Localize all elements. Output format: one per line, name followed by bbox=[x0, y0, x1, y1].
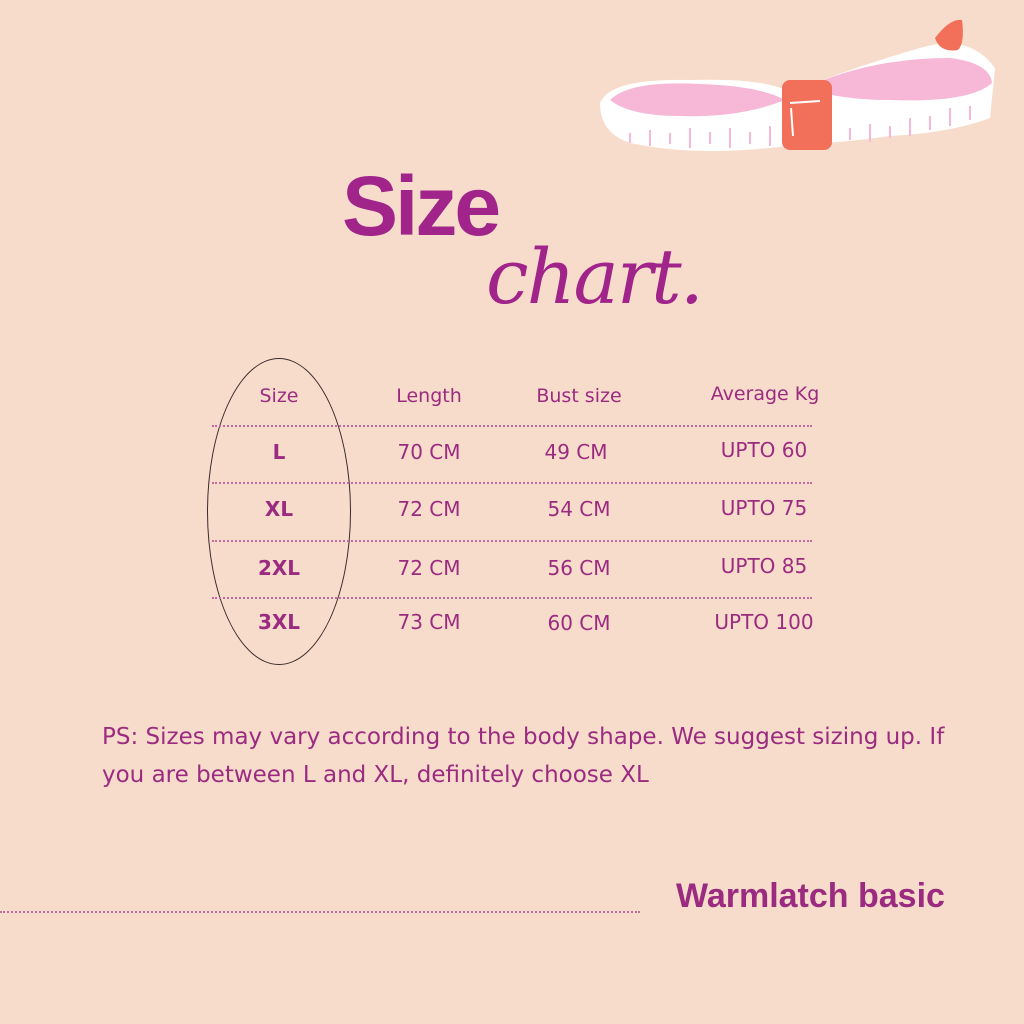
sizing-note: PS: Sizes may vary according to the body… bbox=[102, 724, 945, 788]
footer-divider bbox=[0, 911, 640, 913]
cell-size: L bbox=[272, 440, 286, 464]
cell-bust: 56 CM bbox=[547, 556, 611, 580]
header-size: Size bbox=[259, 385, 299, 407]
cell-size: 2XL bbox=[257, 556, 301, 580]
cell-length: 72 CM bbox=[397, 556, 461, 580]
cell-size: XL bbox=[264, 497, 294, 521]
row-divider bbox=[212, 597, 812, 599]
cell-length: 70 CM bbox=[397, 440, 461, 464]
header-bust-size: Bust size bbox=[536, 385, 622, 407]
cell-bust: 60 CM bbox=[547, 611, 611, 635]
title-size: Size bbox=[342, 159, 501, 253]
cell-bust: 54 CM bbox=[547, 497, 611, 521]
brand-name: Warmlatch basic bbox=[676, 877, 945, 915]
header-length: Length bbox=[396, 385, 462, 407]
cell-bust: 49 CM bbox=[544, 440, 608, 464]
cell-length: 73 CM bbox=[397, 610, 461, 634]
cell-kg: UPTO 100 bbox=[714, 610, 814, 634]
cell-size: 3XL bbox=[257, 610, 301, 634]
cell-kg: UPTO 85 bbox=[720, 554, 808, 578]
row-divider bbox=[212, 425, 812, 427]
row-divider bbox=[212, 482, 812, 484]
cell-kg: UPTO 75 bbox=[720, 496, 808, 520]
title-chart: chart. bbox=[486, 232, 704, 321]
row-divider bbox=[212, 540, 812, 542]
cell-kg: UPTO 60 bbox=[720, 438, 808, 462]
header-average-kg: Average Kg bbox=[710, 383, 820, 405]
measuring-tape-illustration bbox=[600, 19, 995, 152]
size-column-highlight-ellipse bbox=[207, 358, 351, 665]
cell-length: 72 CM bbox=[397, 497, 461, 521]
